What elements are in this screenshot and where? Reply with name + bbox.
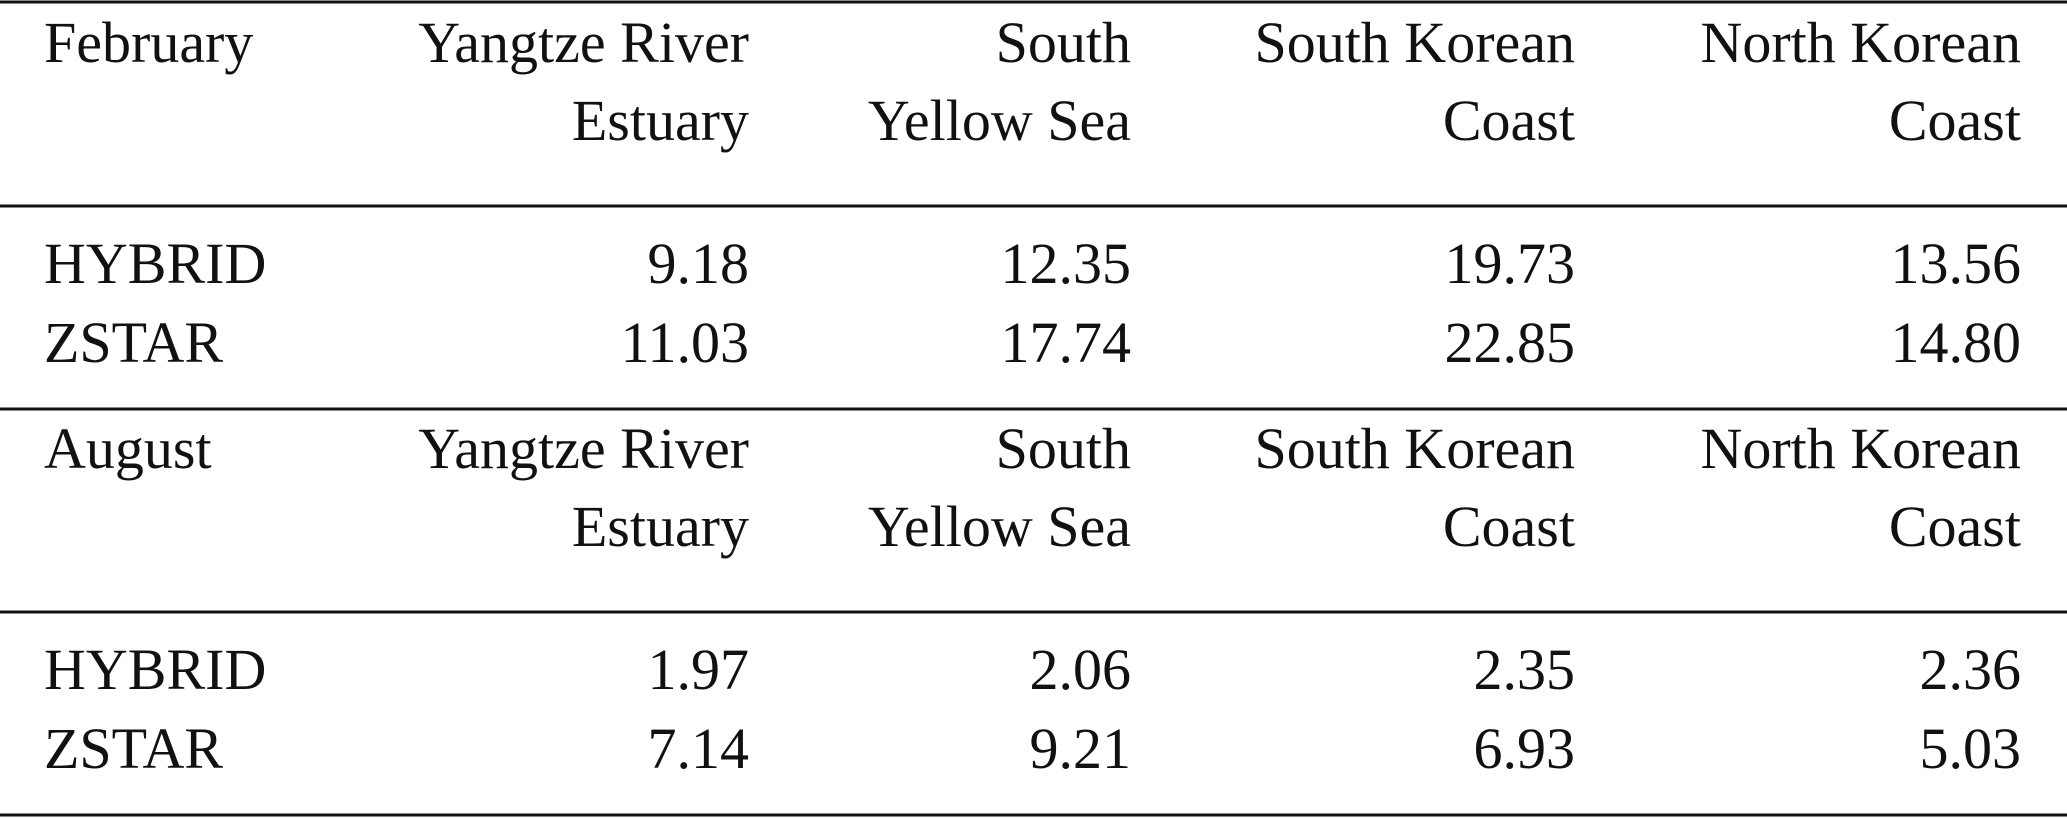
cell: ZSTAR [44,310,223,375]
header-cell: North Korean [1700,10,2021,75]
header-cell: South Korean [1254,416,1575,481]
cell: 11.03 [621,310,749,375]
cell: 2.35 [1474,637,1576,702]
header-cell: February [44,10,253,75]
cell: HYBRID [44,637,266,702]
header-cell: South [996,416,1131,481]
cell: 22.85 [1445,310,1576,375]
cell: 5.03 [1920,716,2022,781]
header-cell: Coast [1889,88,2021,153]
header-cell: Yangtze River [418,416,749,481]
cell: HYBRID [44,231,266,296]
cell: 2.36 [1920,637,2022,702]
cell: 7.14 [648,716,750,781]
header-cell: Yellow Sea [868,88,1131,153]
header-cell: Yangtze River [418,10,749,75]
header-cell: August [44,416,212,481]
header-cell: Coast [1889,494,2021,559]
header-cell: South [996,10,1131,75]
cell: 2.06 [1030,637,1132,702]
header-cell: Coast [1443,494,1575,559]
cell: 14.80 [1891,310,2022,375]
cell: 12.35 [1001,231,1132,296]
header-cell: South Korean [1254,10,1575,75]
header-cell: Coast [1443,88,1575,153]
header-cell: Estuary [572,88,749,153]
cell: 17.74 [1001,310,1132,375]
header-cell: Yellow Sea [868,494,1131,559]
cell: 19.73 [1445,231,1576,296]
header-cell: North Korean [1700,416,2021,481]
cell: 9.18 [648,231,750,296]
header-cell: Estuary [572,494,749,559]
cell: 13.56 [1891,231,2022,296]
cell: 6.93 [1474,716,1576,781]
cell: ZSTAR [44,716,223,781]
cell: 9.21 [1030,716,1132,781]
cell: 1.97 [648,637,750,702]
